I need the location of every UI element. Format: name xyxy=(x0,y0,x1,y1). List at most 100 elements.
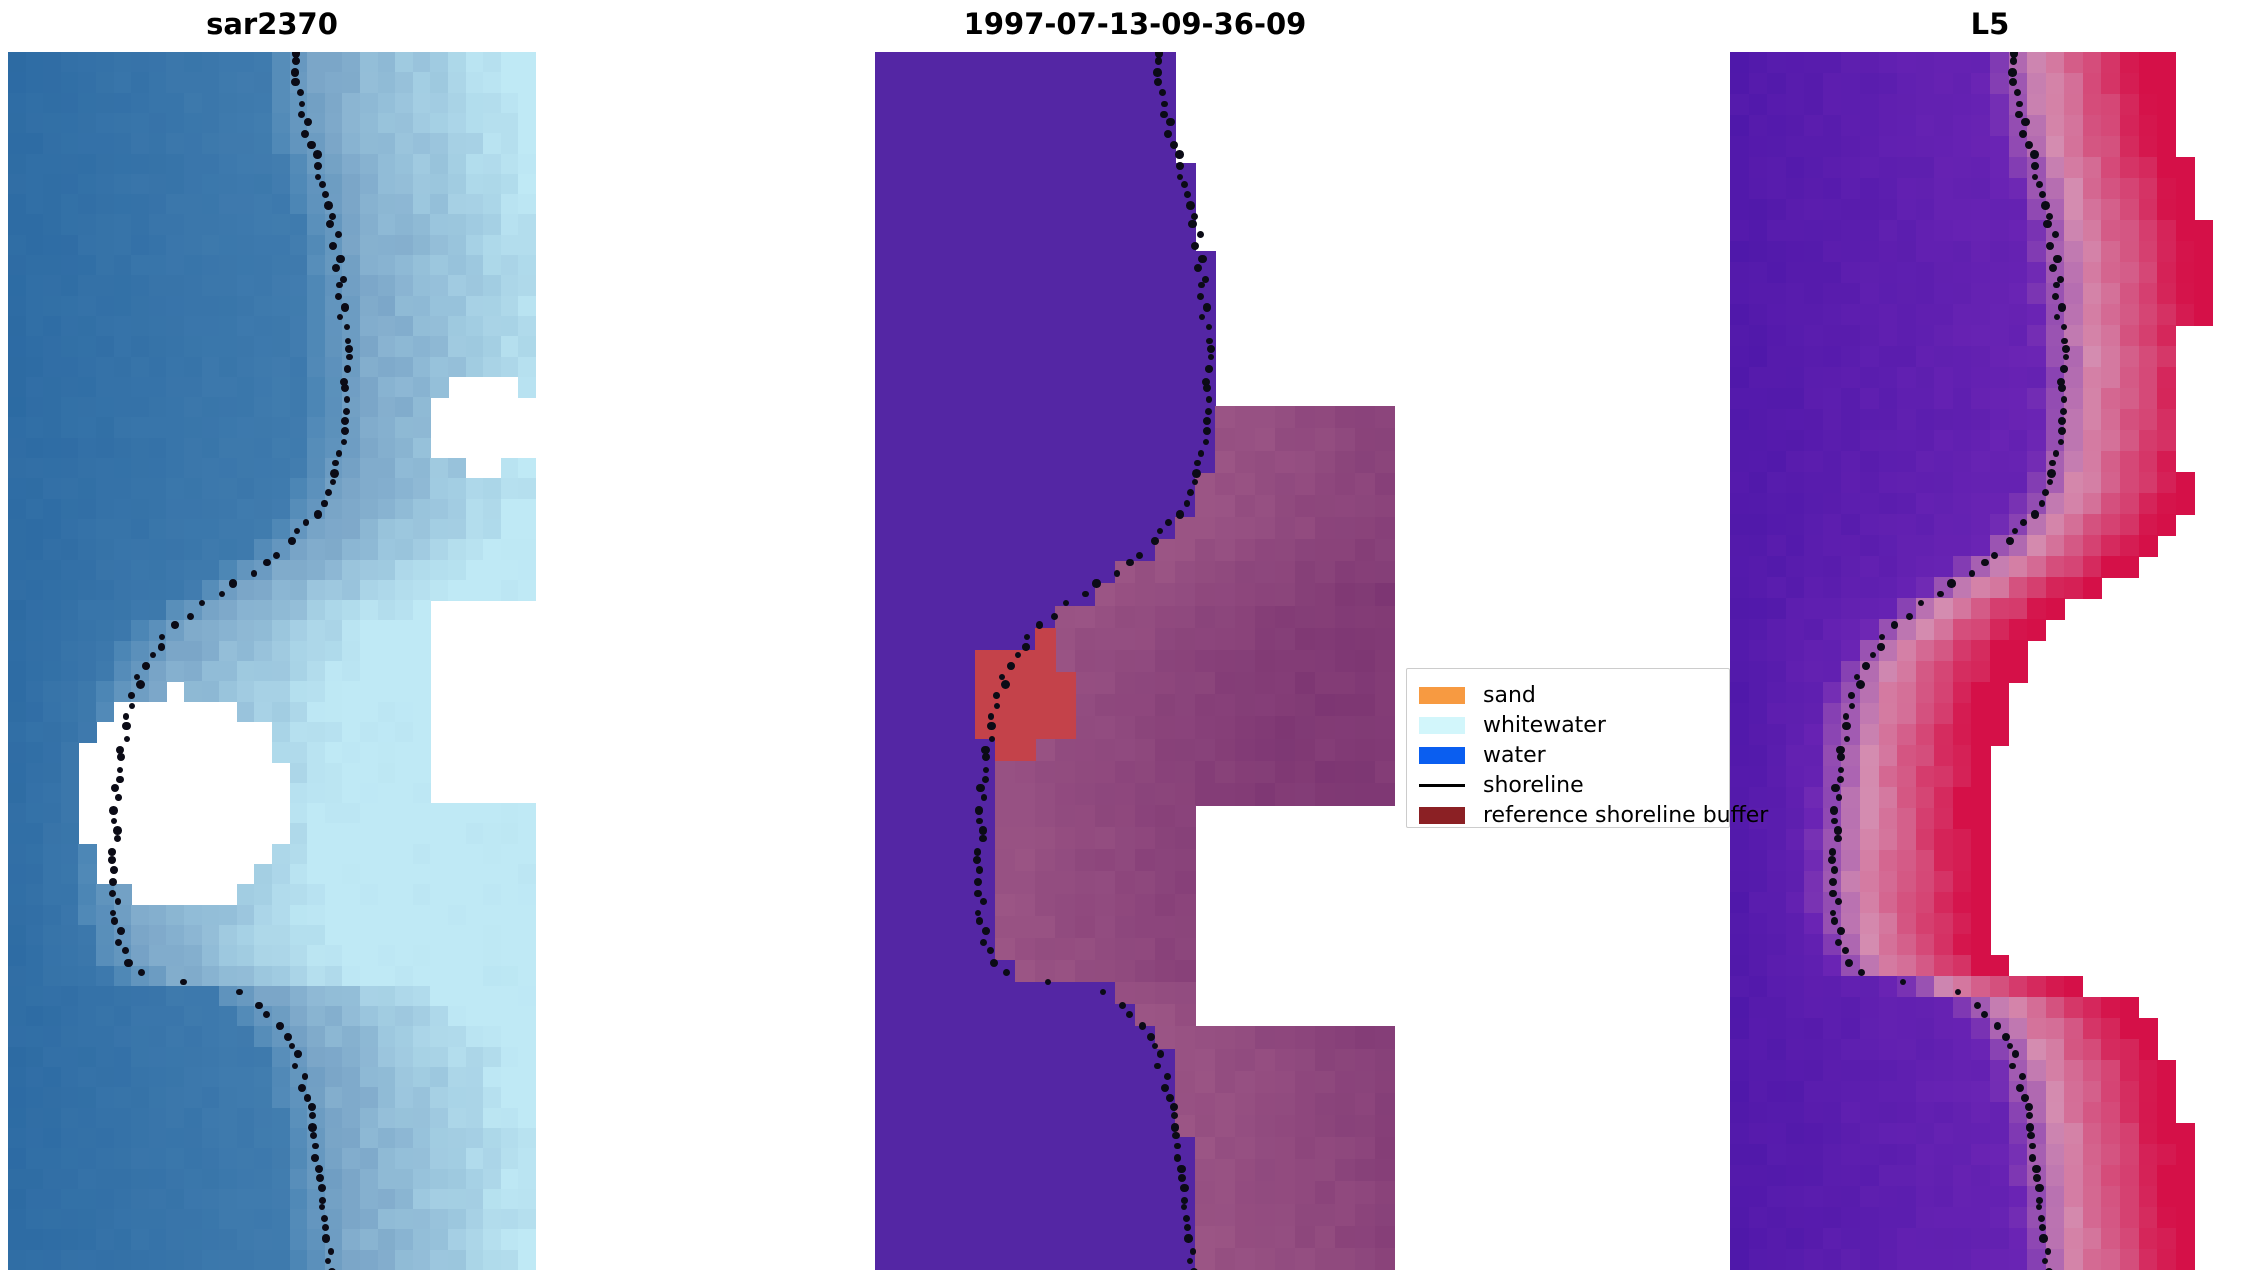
image-pixel xyxy=(184,255,203,276)
image-pixel xyxy=(166,295,185,317)
shoreline-point xyxy=(1203,439,1210,445)
shoreline-point xyxy=(1187,489,1195,497)
image-pixel xyxy=(166,112,185,134)
image-pixel xyxy=(78,92,97,114)
shoreline-point xyxy=(108,889,117,898)
image-pixel xyxy=(395,255,414,276)
shoreline-point xyxy=(318,1204,326,1211)
image-pixel xyxy=(236,194,255,215)
shoreline-point xyxy=(109,806,118,815)
image-pixel xyxy=(360,295,379,317)
shoreline-point xyxy=(114,897,122,905)
image-pixel xyxy=(395,133,414,155)
image-pixel xyxy=(25,234,44,256)
shoreline-point xyxy=(335,450,343,457)
shoreline-point xyxy=(327,1248,334,1255)
shoreline-point xyxy=(275,1022,284,1030)
image-pixel xyxy=(377,234,396,256)
image-pixel xyxy=(412,214,431,236)
shoreline-point xyxy=(113,834,122,843)
image-pixel xyxy=(412,255,431,276)
image-pixel xyxy=(113,92,132,114)
shoreline-point xyxy=(1202,303,1212,312)
shoreline-point xyxy=(307,141,316,150)
shoreline-point xyxy=(128,692,135,699)
image-pixel xyxy=(377,214,396,236)
image-pixel xyxy=(25,295,44,317)
image-pixel xyxy=(448,255,467,276)
image-pixel xyxy=(96,72,115,94)
shoreline-point xyxy=(1192,479,1199,486)
image-pixel xyxy=(60,133,79,155)
image-pixel xyxy=(518,234,536,256)
shoreline-point xyxy=(116,752,126,762)
image-pixel xyxy=(236,315,255,337)
shoreline-point xyxy=(341,427,350,436)
image-pixel xyxy=(60,315,79,337)
image-pixel xyxy=(219,52,238,73)
image-pixel xyxy=(500,275,519,297)
image-pixel xyxy=(166,214,185,236)
shoreline-point xyxy=(309,1131,318,1140)
sar-panel[interactable] xyxy=(8,52,536,1270)
image-pixel xyxy=(254,295,273,317)
image-pixel xyxy=(272,92,291,114)
image-pixel xyxy=(483,153,502,175)
image-pixel xyxy=(8,112,27,134)
shoreline-point xyxy=(1181,1204,1188,1211)
shoreline-point xyxy=(1177,173,1184,180)
image-pixel xyxy=(60,52,79,73)
image-pixel xyxy=(254,255,273,276)
image-pixel xyxy=(448,133,467,155)
shoreline-point xyxy=(982,766,989,773)
image-pixel xyxy=(360,315,379,337)
image-pixel xyxy=(430,52,449,73)
shoreline-point xyxy=(343,365,351,373)
image-pixel xyxy=(131,255,150,276)
image-pixel xyxy=(166,275,185,297)
image-pixel xyxy=(395,52,414,73)
image-pixel xyxy=(8,275,27,297)
shoreline-point xyxy=(303,1094,312,1103)
shoreline-point xyxy=(302,519,310,526)
shoreline-point xyxy=(1197,230,1205,238)
shoreline-point xyxy=(311,1154,319,1162)
image-pixel xyxy=(78,295,97,317)
shoreline-point xyxy=(291,1062,298,1069)
image-pixel xyxy=(96,214,115,236)
shoreline-point xyxy=(1190,1267,1199,1270)
image-pixel xyxy=(500,72,519,94)
image-pixel xyxy=(25,153,44,175)
image-pixel xyxy=(377,92,396,114)
image-pixel xyxy=(25,112,44,134)
shoreline-point xyxy=(322,1234,331,1243)
image-pixel xyxy=(131,52,150,73)
image-pixel xyxy=(43,295,62,317)
image-pixel xyxy=(377,153,396,175)
image-pixel xyxy=(25,72,44,94)
shoreline-point xyxy=(1113,570,1121,577)
image-pixel xyxy=(518,52,536,73)
shoreline-point xyxy=(1170,1103,1179,1111)
shoreline-point xyxy=(1192,469,1202,479)
image-pixel xyxy=(131,173,150,195)
shoreline-point xyxy=(1186,201,1195,211)
image-pixel xyxy=(43,92,62,114)
shoreline-point xyxy=(313,510,323,519)
shoreline-point xyxy=(121,721,131,731)
shoreline-point xyxy=(313,150,322,159)
image-pixel xyxy=(113,315,132,337)
image-pixel xyxy=(43,234,62,256)
image-pixel xyxy=(43,133,62,155)
image-pixel xyxy=(60,173,79,195)
shoreline-point xyxy=(1189,1248,1197,1255)
shoreline-point xyxy=(1206,345,1216,354)
shoreline-point xyxy=(987,947,994,954)
shoreline-point xyxy=(1082,590,1089,597)
image-pixel xyxy=(500,295,519,317)
l5-panel[interactable] xyxy=(1730,52,2250,1270)
image-pixel xyxy=(412,92,431,114)
classified-panel[interactable] xyxy=(875,52,1395,1270)
image-pixel xyxy=(201,112,220,134)
image-pixel xyxy=(236,112,255,134)
